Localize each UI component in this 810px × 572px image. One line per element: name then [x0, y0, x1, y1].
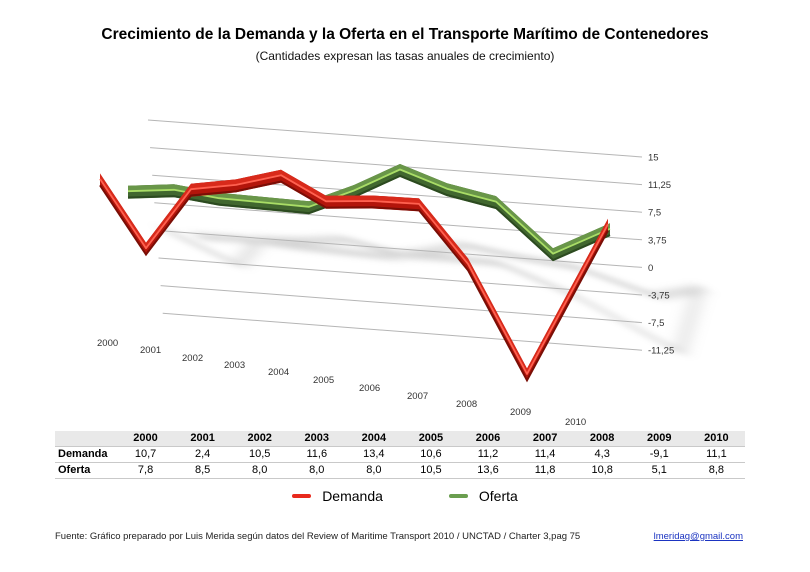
email-link[interactable]: lmeridag@gmail.com [653, 531, 743, 542]
table-header-cell: 2010 [687, 431, 745, 447]
y-axis-tick-label: -3,75 [648, 291, 670, 302]
y-axis-tick-label: -11,25 [648, 346, 674, 357]
table-header-cell: 2008 [573, 431, 631, 447]
table-cell: 11,6 [288, 446, 346, 463]
table-cell: 4,3 [573, 446, 631, 463]
table-corner-cell [55, 431, 117, 447]
table-cell: 10,5 [402, 462, 460, 479]
y-axis-tick-label: -7,5 [648, 318, 664, 329]
table-cell: 8,0 [231, 462, 289, 479]
table-cell: 10,5 [231, 446, 289, 463]
legend-item-oferta: Oferta [448, 488, 518, 504]
x-axis-tick-label: 2010 [565, 417, 586, 428]
y-axis-tick-label: 15 [648, 153, 659, 164]
y-axis-tick-label: 0 [648, 263, 653, 274]
table-cell: 8,8 [687, 462, 745, 479]
table-cell: 8,5 [174, 462, 232, 479]
table-cell: 2,4 [174, 446, 232, 463]
table-cell: 11,2 [459, 446, 517, 463]
y-axis-tick-label: 3,75 [648, 235, 667, 246]
series-ribbon-demanda [99, 169, 609, 383]
x-axis-tick-label: 2001 [140, 345, 161, 356]
data-table: 2000 2001 2002 2003 2004 2005 2006 2007 2008 2009… [55, 431, 745, 479]
table-cell: 11,4 [516, 446, 574, 463]
table-cell: 8,0 [345, 462, 403, 479]
table-header-cell: 2002 [231, 431, 289, 447]
x-axis-tick-label: 2008 [456, 399, 477, 410]
x-axis-tick-label: 2003 [224, 360, 245, 371]
table-header-cell: 2005 [402, 431, 460, 447]
legend-dash-icon [292, 494, 312, 498]
table-header-cell: 2000 [117, 431, 175, 447]
table-cell: 10,7 [117, 446, 175, 463]
x-axis-tick-label: 2004 [268, 367, 289, 378]
chart-legend: Demanda Oferta [0, 488, 810, 504]
page-title: Crecimiento de la Demanda y la Oferta en… [101, 26, 709, 43]
table-header-cell: 2004 [345, 431, 403, 447]
gridline [162, 312, 643, 351]
y-axis-tick-label: 11,25 [648, 180, 671, 191]
table-header-cell: 2001 [174, 431, 232, 447]
gridline [154, 202, 643, 241]
gridline [156, 229, 643, 268]
table-cell: 8,0 [288, 462, 346, 479]
table-row: Demanda 10,7 2,4 10,5 11,6 13,4 10,6 11,2 11,4 4,… [55, 446, 745, 463]
table-header-cell: 2007 [516, 431, 574, 447]
table-cell: 10,8 [573, 462, 631, 479]
table-cell: 13,4 [345, 446, 403, 463]
x-axis-tick-label: 2000 [97, 338, 118, 349]
table-cell: 11,8 [516, 462, 574, 479]
table-header-cell: 2003 [288, 431, 346, 447]
table-cell: 13,6 [459, 462, 517, 479]
x-axis-tick-label: 2009 [510, 407, 531, 418]
table-header-cell: 2009 [630, 431, 688, 447]
legend-item-demanda: Demanda [292, 488, 383, 504]
x-axis-tick-label: 2006 [359, 383, 380, 394]
chart-shadow [159, 225, 707, 356]
x-axis-tick-label: 2005 [313, 375, 334, 386]
table-cell: 7,8 [117, 462, 175, 479]
legend-label: Demanda [322, 488, 383, 504]
gridline [158, 257, 643, 296]
legend-dash-icon [448, 494, 468, 498]
table-row-label: Oferta [55, 462, 117, 479]
x-axis-labels: 2000 2001 2002 2003 2004 2005 2006 2007 2008 2009… [97, 338, 586, 428]
gridline [147, 119, 643, 158]
line-chart-3d: 1511,257,53,750-3,75-7,5-11,252000200120… [97, 119, 707, 428]
table-cell: 5,1 [630, 462, 688, 479]
page-subtitle: (Cantidades expresan las tasas anuales d… [255, 49, 555, 63]
table-row: Oferta 7,8 8,5 8,0 8,0 8,0 10,5 13,6 11,8 10,8 5,1… [55, 462, 745, 479]
table-cell: 10,6 [402, 446, 460, 463]
table-header-cell: 2006 [459, 431, 517, 447]
x-axis-tick-label: 2002 [182, 353, 203, 364]
legend-label: Oferta [478, 488, 518, 504]
table-header-row: 2000 2001 2002 2003 2004 2005 2006 2007 2008 2009… [55, 431, 745, 447]
source-note: Fuente: Gráfico preparado por Luis Merid… [55, 531, 581, 542]
table-row-label: Demanda [55, 446, 117, 463]
y-axis-tick-label: 7,5 [648, 208, 661, 219]
table-cell: -9,1 [630, 446, 688, 463]
table-cell: 11,1 [687, 446, 745, 463]
x-axis-tick-label: 2007 [407, 391, 428, 402]
